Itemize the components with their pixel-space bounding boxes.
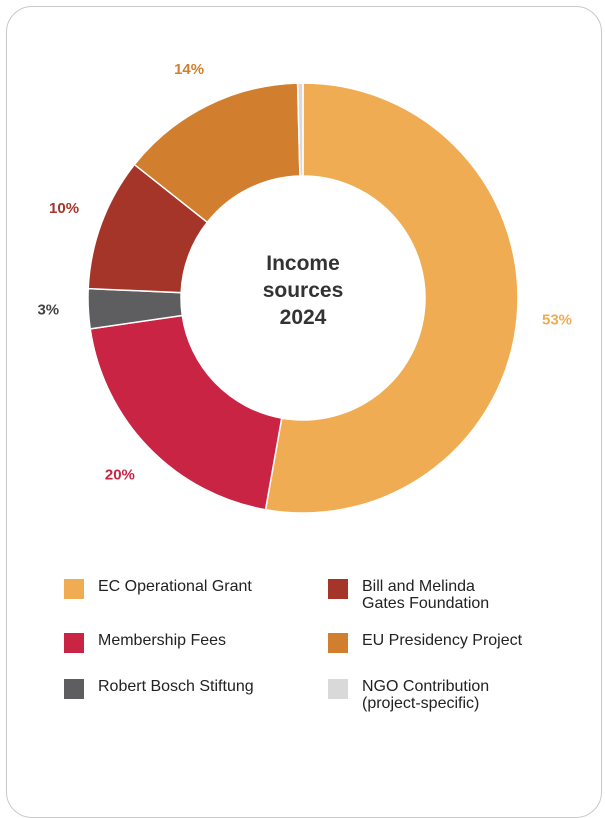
legend-swatch (328, 579, 348, 599)
chart-legend: EC Operational Grant Bill and Melinda Ga… (64, 578, 584, 748)
legend-label: EU Presidency Project (362, 632, 562, 649)
chart-center-title: Income sources 2024 (232, 250, 374, 331)
legend-label: Bill and Melinda Gates Foundation (362, 578, 562, 612)
legend-swatch (64, 579, 84, 599)
legend-label-line: Membership Fees (98, 632, 227, 649)
center-title-line-1: Income (266, 252, 340, 275)
slice-label: 53% (542, 311, 572, 328)
legend-label: Membership Fees (98, 632, 298, 649)
legend-label: EC Operational Grant (98, 578, 298, 595)
legend-item-eu-presidency-project: EU Presidency Project (328, 632, 562, 653)
legend-label: Robert Bosch Stiftung (98, 678, 298, 695)
donut-chart: 53% 20% 3% 10% 14% (37, 61, 572, 514)
slice-label: 20% (105, 466, 135, 483)
legend-item-ngo-contribution: NGO Contribution (project-specific) (328, 678, 562, 712)
legend-label-line: Robert Bosch Stiftung (98, 678, 254, 695)
slice-label: 10% (49, 200, 79, 217)
legend-swatch (64, 633, 84, 653)
legend-item-robert-bosch-stiftung: Robert Bosch Stiftung (64, 678, 298, 699)
legend-label-line: Bill and Melinda (362, 578, 475, 595)
legend-item-ec-operational-grant: EC Operational Grant (64, 578, 298, 599)
legend-label-line: Gates Foundation (362, 595, 490, 612)
legend-item-membership-fees: Membership Fees (64, 632, 298, 653)
donut-slice-membership-fees (89, 314, 283, 511)
legend-label-line: EU Presidency Project (362, 632, 523, 649)
legend-label-line: NGO Contribution (362, 678, 490, 695)
slice-label: 3% (37, 302, 59, 319)
slice-label: 14% (174, 61, 204, 78)
legend-label-line: EC Operational Grant (98, 578, 252, 595)
legend-label-line: (project-specific) (362, 695, 480, 712)
legend-label: NGO Contribution (project-specific) (362, 678, 562, 712)
center-title-line-2: sources (262, 279, 344, 302)
legend-swatch (328, 633, 348, 653)
legend-swatch (64, 679, 84, 699)
legend-item-gates-foundation: Bill and Melinda Gates Foundation (328, 578, 562, 612)
legend-swatch (328, 679, 348, 699)
donut-slice-ec-operational-grant (264, 82, 519, 514)
donut-slice-ngo-contribution-project-specific (296, 82, 304, 177)
center-title-line-3: 2024 (279, 306, 327, 329)
